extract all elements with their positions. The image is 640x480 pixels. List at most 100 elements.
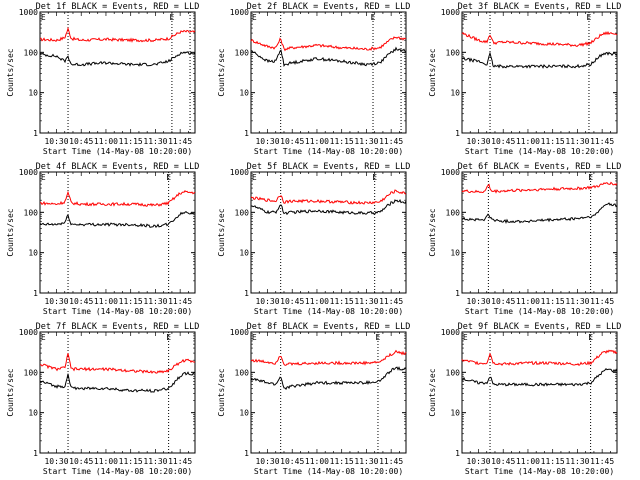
- panel-4: Det 4f BLACK = Events, RED = LLD Counts/s…: [6, 162, 199, 316]
- x-tick-label: 10:30: [44, 297, 68, 306]
- y-tick-label: 1: [455, 449, 460, 458]
- x-axis-label: Start Time (14-May-08 10:20:00): [43, 467, 192, 476]
- plot-frame: [39, 331, 196, 454]
- x-axis-label: Start Time (14-May-08 10:20:00): [465, 467, 614, 476]
- x-tick-label: 10:45: [491, 457, 515, 466]
- series-line-lld: [461, 349, 618, 367]
- x-tick-label: 11:30: [143, 457, 167, 466]
- x-tick-label: 11:00: [94, 297, 118, 306]
- y-tick-label: 10: [450, 89, 460, 98]
- x-tick-label: 11:45: [590, 297, 614, 306]
- y-tick-label: 1: [244, 129, 249, 138]
- y-axis-label: Counts/sec: [217, 368, 226, 416]
- event-marker: E: [41, 13, 46, 22]
- x-tick-label: 11:30: [565, 297, 589, 306]
- x-tick-label: 11:30: [354, 297, 378, 306]
- y-axis-label: Counts/sec: [217, 48, 226, 96]
- x-tick-label: 11:30: [565, 457, 589, 466]
- x-tick-label: 11:15: [541, 137, 565, 146]
- y-tick-label: 10: [28, 249, 38, 258]
- x-tick-label: 11:15: [330, 137, 354, 146]
- x-axis-label: Start Time (14-May-08 10:20:00): [43, 307, 192, 316]
- x-tick-label: 11:45: [168, 297, 192, 306]
- plot-frame: [461, 171, 618, 294]
- x-tick-label: 10:45: [280, 457, 304, 466]
- panel-title: Det 6f BLACK = Events, RED = LLD: [458, 162, 622, 172]
- series-line-lld: [39, 190, 196, 207]
- x-tick-label: 10:30: [466, 137, 490, 146]
- x-axis-label: Start Time (14-May-08 10:20:00): [254, 147, 403, 156]
- y-tick-label: 10: [450, 249, 460, 258]
- y-axis-label: Counts/sec: [6, 368, 15, 416]
- panel-title: Det 7f BLACK = Events, RED = LLD: [36, 322, 200, 332]
- x-tick-label: 10:30: [466, 297, 490, 306]
- y-tick-label: 1000: [19, 328, 38, 337]
- y-tick-label: 1: [33, 449, 38, 458]
- x-tick-label: 11:15: [541, 457, 565, 466]
- y-axis-label: Counts/sec: [6, 48, 15, 96]
- x-tick-label: 11:45: [379, 137, 403, 146]
- panel-6: Det 6f BLACK = Events, RED = LLD Counts/s…: [428, 162, 621, 316]
- plot-frame: [250, 171, 407, 294]
- x-tick-label: 11:00: [305, 137, 329, 146]
- panel-title: Det 4f BLACK = Events, RED = LLD: [36, 162, 200, 172]
- y-tick-label: 1000: [441, 168, 460, 177]
- event-marker: E: [166, 333, 171, 342]
- x-tick-label: 11:00: [305, 297, 329, 306]
- x-tick-label: 11:15: [119, 297, 143, 306]
- event-marker: E: [252, 333, 257, 342]
- series-line-lld: [250, 349, 407, 366]
- x-tick-label: 11:30: [143, 297, 167, 306]
- y-tick-label: 10: [28, 89, 38, 98]
- y-tick-label: 10: [239, 409, 249, 418]
- y-tick-label: 1000: [441, 8, 460, 17]
- x-tick-label: 11:00: [94, 137, 118, 146]
- x-tick-label: 10:45: [280, 137, 304, 146]
- x-axis-label: Start Time (14-May-08 10:20:00): [254, 307, 403, 316]
- x-tick-label: 11:30: [354, 137, 378, 146]
- series-line-events: [461, 367, 618, 387]
- series-line-lld: [461, 30, 618, 48]
- panel-title: Det 1f BLACK = Events, RED = LLD: [36, 2, 200, 12]
- x-tick-label: 11:30: [354, 457, 378, 466]
- y-axis-label: Counts/sec: [428, 368, 437, 416]
- plot-frame: [461, 331, 618, 454]
- event-marker: E: [463, 173, 468, 182]
- panel-8: Det 8f BLACK = Events, RED = LLD Counts/s…: [217, 322, 410, 476]
- x-tick-label: 10:30: [255, 137, 279, 146]
- panel-2: Det 2f BLACK = Events, RED = LLD Counts/s…: [217, 2, 410, 156]
- event-marker: E: [252, 13, 257, 22]
- x-axis-label: Start Time (14-May-08 10:20:00): [43, 147, 192, 156]
- y-tick-label: 100: [24, 368, 39, 377]
- y-axis-label: Counts/sec: [428, 48, 437, 96]
- series-line-events: [39, 210, 196, 229]
- x-axis-label: Start Time (14-May-08 10:20:00): [465, 147, 614, 156]
- y-tick-label: 1000: [230, 168, 249, 177]
- y-tick-label: 1000: [19, 168, 38, 177]
- y-tick-label: 100: [235, 208, 250, 217]
- x-tick-label: 10:45: [491, 297, 515, 306]
- event-marker: E: [166, 173, 171, 182]
- x-tick-label: 11:15: [541, 297, 565, 306]
- event-marker: E: [463, 333, 468, 342]
- panel-title: Det 9f BLACK = Events, RED = LLD: [458, 322, 622, 332]
- y-tick-label: 1: [33, 289, 38, 298]
- x-tick-label: 11:00: [516, 297, 540, 306]
- y-tick-label: 100: [446, 48, 461, 57]
- plot-frame: [39, 11, 196, 134]
- y-axis-label: Counts/sec: [217, 208, 226, 256]
- x-tick-label: 10:45: [491, 137, 515, 146]
- panel-7: Det 7f BLACK = Events, RED = LLD Counts/s…: [6, 322, 199, 476]
- x-tick-label: 11:30: [565, 137, 589, 146]
- plot-frame: [250, 331, 407, 454]
- x-tick-label: 11:15: [330, 457, 354, 466]
- event-marker: E: [371, 13, 376, 22]
- x-tick-label: 10:45: [69, 137, 93, 146]
- event-marker: E: [376, 333, 381, 342]
- series-line-lld: [250, 36, 407, 52]
- x-tick-label: 11:00: [516, 457, 540, 466]
- x-tick-label: 11:15: [330, 297, 354, 306]
- y-tick-label: 1000: [230, 328, 249, 337]
- x-tick-label: 11:00: [94, 457, 118, 466]
